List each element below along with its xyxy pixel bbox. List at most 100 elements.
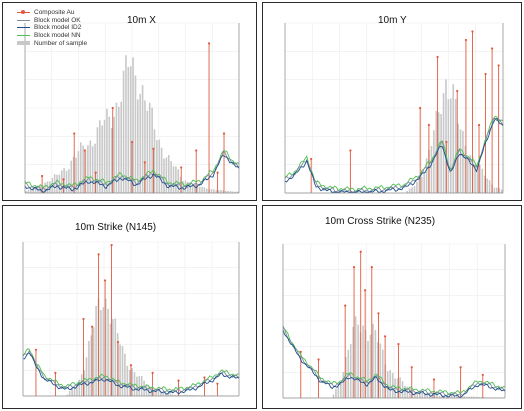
sample-count-bar — [101, 125, 103, 193]
sample-count-bar — [220, 189, 222, 193]
sample-count-bar — [416, 391, 419, 398]
sample-count-bar — [457, 123, 459, 193]
sample-count-bar — [396, 378, 399, 398]
sample-count-bar — [129, 66, 132, 193]
sample-count-bar — [179, 176, 182, 193]
sample-count-bar — [118, 106, 120, 193]
sample-count-bar — [473, 396, 475, 398]
sample-count-bar — [109, 323, 112, 396]
composite-point — [384, 335, 387, 338]
composite-point — [459, 366, 462, 369]
sample-count-bar — [379, 343, 382, 398]
sample-count-bar — [418, 177, 421, 193]
sample-count-bar — [121, 345, 124, 396]
sample-count-bar — [68, 169, 70, 193]
sample-count-bar — [386, 371, 389, 398]
sample-count-bar — [96, 127, 99, 193]
sample-count-bar — [94, 143, 96, 193]
sample-count-bar — [73, 386, 76, 396]
sample-count-bar — [354, 316, 357, 398]
sample-count-bar — [332, 394, 335, 398]
composite-point — [491, 47, 494, 50]
sample-count-bar — [476, 166, 479, 193]
sample-count-bar — [340, 382, 342, 398]
sample-count-bar — [156, 140, 158, 193]
sample-count-bar — [443, 395, 446, 398]
sample-count-bar — [352, 326, 354, 398]
sample-count-bar — [433, 395, 436, 398]
composite-point — [34, 348, 38, 351]
sample-count-bar — [411, 187, 413, 193]
sample-count-bar — [425, 158, 428, 193]
composite-point — [110, 243, 113, 247]
sample-count-bar — [172, 166, 175, 193]
sample-count-bar — [78, 379, 81, 396]
sample-count-bar — [181, 395, 184, 396]
sample-count-bar — [170, 161, 172, 193]
sample-count-bar — [342, 372, 345, 398]
sample-count-bar — [112, 319, 114, 396]
sample-count-bar — [34, 186, 37, 193]
composite-point — [97, 253, 100, 256]
sample-count-bar — [480, 397, 483, 398]
sample-count-bar — [160, 391, 162, 396]
sample-count-bar — [438, 395, 441, 398]
composite-point — [222, 132, 226, 135]
sample-count-bar — [90, 335, 93, 396]
sample-count-bar — [167, 393, 169, 396]
sample-count-bar — [408, 188, 411, 193]
sample-count-bar — [66, 394, 69, 396]
sample-count-bar — [70, 160, 73, 193]
legend-item-block-model-nn: Block model NN — [17, 32, 87, 40]
chart-title: 10m Cross Strike (N235) — [325, 216, 436, 227]
composite-point — [464, 38, 468, 42]
composite-point — [83, 149, 87, 152]
sample-count-bar — [337, 384, 340, 398]
composite-point — [349, 149, 352, 152]
sample-count-bar — [115, 102, 118, 193]
sample-count-bar — [176, 394, 179, 396]
sample-count-bar — [433, 130, 435, 193]
composite-point — [419, 106, 422, 110]
sample-count-bar — [459, 129, 462, 193]
composite-point — [54, 371, 57, 374]
sample-count-bar — [148, 102, 151, 193]
sample-count-bar — [179, 395, 181, 396]
sample-count-bar — [431, 394, 433, 398]
sample-count-bar — [110, 127, 113, 193]
sample-count-bar — [104, 298, 107, 396]
sample-count-bar — [158, 139, 161, 193]
composite-point — [151, 371, 154, 374]
sample-count-bar — [157, 390, 160, 396]
sample-count-bar — [114, 318, 117, 396]
sample-count-bar — [463, 396, 465, 398]
sample-count-bar — [82, 145, 84, 193]
composite-point — [195, 149, 198, 152]
sample-count-bar — [141, 85, 144, 193]
composite-point — [481, 373, 484, 376]
composite-point — [116, 341, 120, 344]
sample-count-bar — [196, 185, 199, 193]
block-model-nn-line — [284, 115, 504, 192]
sample-count-bar — [369, 334, 372, 398]
sample-count-bar — [85, 357, 88, 396]
chart-panel-10m-x: 10m X Composite Au Block model OK Block … — [2, 2, 257, 201]
composite-point — [94, 171, 97, 174]
sample-count-bar — [496, 187, 498, 193]
sample-count-bar — [44, 182, 46, 193]
composite-point — [377, 312, 380, 315]
sample-count-bar — [234, 191, 237, 193]
sample-count-bar — [95, 305, 97, 396]
sample-count-bar — [357, 324, 359, 398]
composite-point — [471, 30, 474, 33]
composite-point — [436, 55, 439, 59]
sample-count-bar — [498, 188, 501, 193]
composite-point — [344, 304, 347, 307]
sample-count-bar — [468, 396, 470, 398]
sample-count-bar — [445, 79, 447, 193]
sample-count-bar — [120, 101, 122, 193]
composite-point — [91, 325, 94, 328]
sample-count-bar — [466, 157, 469, 193]
sample-count-bar — [174, 394, 177, 396]
sample-count-bar — [469, 155, 471, 193]
